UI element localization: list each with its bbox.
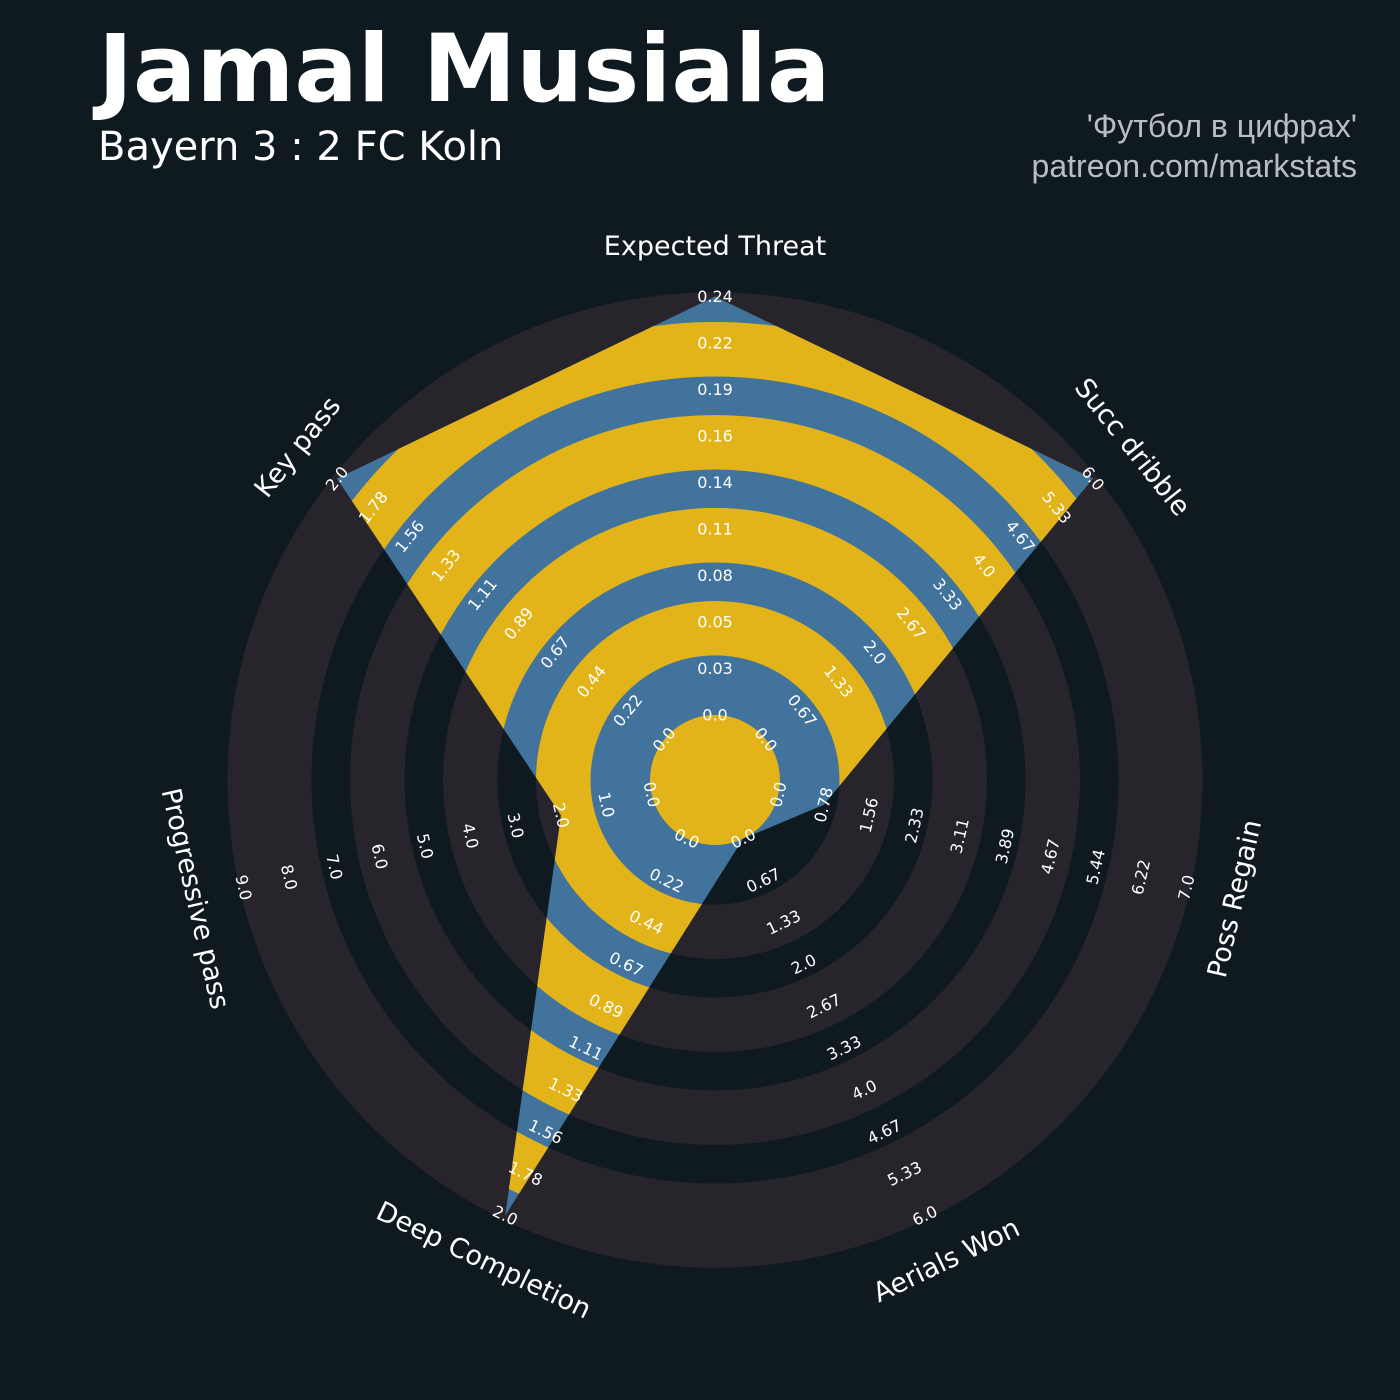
tick-label: 5.0: [413, 832, 437, 861]
page-title: Jamal Musiala: [98, 15, 831, 124]
tick-label: 0.0: [702, 706, 727, 725]
credit-line-1: 'Футбол в цифрах': [1086, 108, 1357, 144]
tick-label: 0.14: [697, 473, 733, 492]
axis-label: Expected Threat: [604, 231, 826, 262]
tick-label: 0.24: [697, 287, 733, 306]
tick-label: 0.22: [697, 334, 733, 353]
tick-label: 0.19: [697, 380, 733, 399]
tick-label: 3.89: [992, 827, 1018, 866]
axis-label: Poss Regain: [1202, 817, 1268, 981]
credit-line-2: patreon.com/markstats: [1031, 148, 1357, 184]
credit-block: 'Футбол в цифрах' patreon.com/markstats: [1032, 106, 1357, 186]
tick-label: 7.0: [322, 852, 346, 881]
tick-label: 2.33: [901, 806, 927, 845]
tick-label: 0.16: [697, 427, 733, 446]
tick-label: 5.44: [1082, 847, 1108, 886]
tick-label: 0.05: [697, 613, 733, 632]
tick-label: 0.11: [697, 520, 733, 539]
player-band: [650, 715, 780, 845]
axis-label: Progressive pass: [155, 785, 236, 1012]
tick-label: 3.0: [503, 811, 527, 840]
tick-label: 0.08: [697, 566, 733, 585]
tick-label: 0.03: [697, 659, 733, 678]
match-subtitle: Bayern 3 : 2 FC Koln: [98, 124, 504, 170]
